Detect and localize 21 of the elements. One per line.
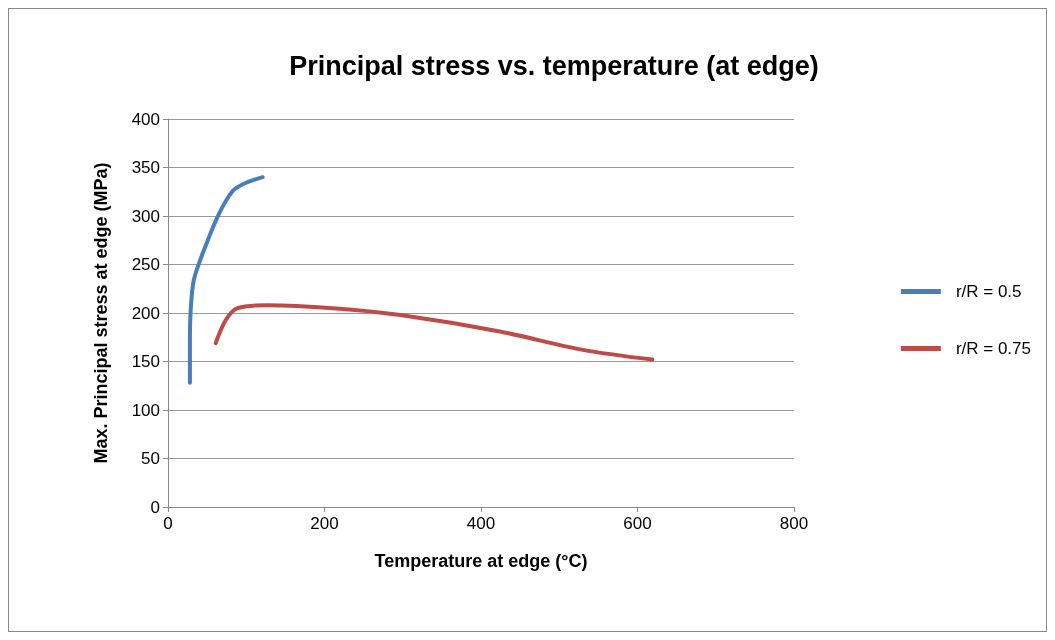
legend-label: r/R = 0.75 — [955, 339, 1031, 358]
line-series — [187, 175, 265, 385]
x-tick-label: 400 — [466, 514, 496, 533]
y-axis-title: Max. Principal stress at edge (MPa) — [91, 162, 111, 464]
y-tick-label: 150 — [131, 352, 160, 371]
y-tick-label: 250 — [131, 255, 160, 274]
x-tick-label: 600 — [623, 514, 652, 533]
y-tick-label: 400 — [131, 109, 160, 129]
y-tick-label: 100 — [131, 400, 160, 420]
y-tick-label: 0 — [150, 497, 160, 517]
x-axis-title: Temperature at edge (°C) — [374, 551, 588, 571]
x-tick-label: 200 — [310, 514, 339, 533]
legend-label: r/R = 0.5 — [955, 282, 1022, 301]
line-series — [213, 303, 655, 362]
x-tick-label: 800 — [779, 514, 809, 533]
y-tick-label: 200 — [131, 303, 160, 323]
chart-title: Principal stress vs. temperature (at edge) — [289, 50, 819, 81]
x-tick-label: 0 — [163, 514, 173, 533]
y-tick-label: 350 — [131, 158, 160, 177]
y-tick-label: 50 — [141, 449, 160, 468]
y-tick-label: 300 — [131, 206, 160, 226]
